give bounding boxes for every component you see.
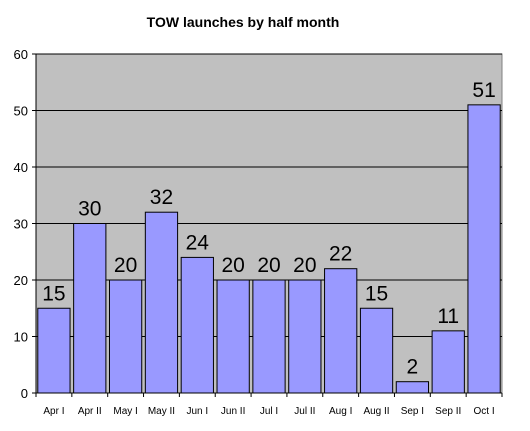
y-tick-label: 40	[14, 160, 28, 175]
data-label: 20	[293, 254, 316, 277]
bar	[108, 279, 143, 394]
data-label: 24	[186, 231, 210, 254]
bar	[359, 307, 394, 394]
bar	[467, 104, 501, 394]
data-label: 22	[329, 243, 352, 266]
y-tick-label: 60	[14, 47, 28, 62]
x-tick-label: Jun I	[186, 406, 208, 417]
data-label: 20	[114, 254, 137, 277]
data-label: 51	[472, 79, 495, 102]
x-tick-label: Jun II	[221, 406, 245, 417]
data-label: 32	[150, 186, 173, 209]
y-tick-label: 30	[14, 217, 28, 232]
y-tick-label: 0	[21, 386, 28, 401]
x-tick-label: Apr II	[78, 406, 102, 417]
data-label: 20	[221, 254, 244, 277]
x-tick-label: Sep II	[435, 406, 461, 417]
data-label: 30	[78, 198, 101, 221]
y-tick-label: 50	[14, 104, 28, 119]
x-tick-label: Apr I	[43, 406, 64, 417]
x-tick-label: Oct I	[474, 406, 495, 417]
data-label: 2	[407, 356, 419, 379]
bar	[324, 268, 358, 394]
x-tick-label: Sep I	[401, 406, 424, 417]
bar	[180, 256, 214, 394]
y-tick-label: 20	[14, 273, 28, 288]
data-label: 15	[365, 282, 388, 305]
bar	[395, 381, 430, 394]
bar	[37, 307, 71, 394]
data-label: 15	[42, 282, 65, 305]
y-tick-label: 10	[14, 330, 28, 345]
data-label: 11	[437, 305, 459, 328]
bar	[431, 330, 465, 394]
bar	[73, 223, 107, 394]
bar	[216, 279, 250, 394]
x-tick-label: Jul II	[294, 406, 315, 417]
x-tick-label: Aug I	[329, 406, 352, 417]
bar	[144, 211, 179, 394]
x-tick-label: Jul I	[260, 406, 278, 417]
chart-title: TOW launches by half month	[146, 14, 340, 30]
x-tick-label: Aug II	[363, 406, 389, 417]
data-label: 20	[257, 254, 280, 277]
x-tick-label: May II	[148, 406, 175, 417]
bar	[252, 279, 286, 394]
bar	[288, 279, 322, 394]
x-tick-label: May I	[113, 406, 137, 417]
